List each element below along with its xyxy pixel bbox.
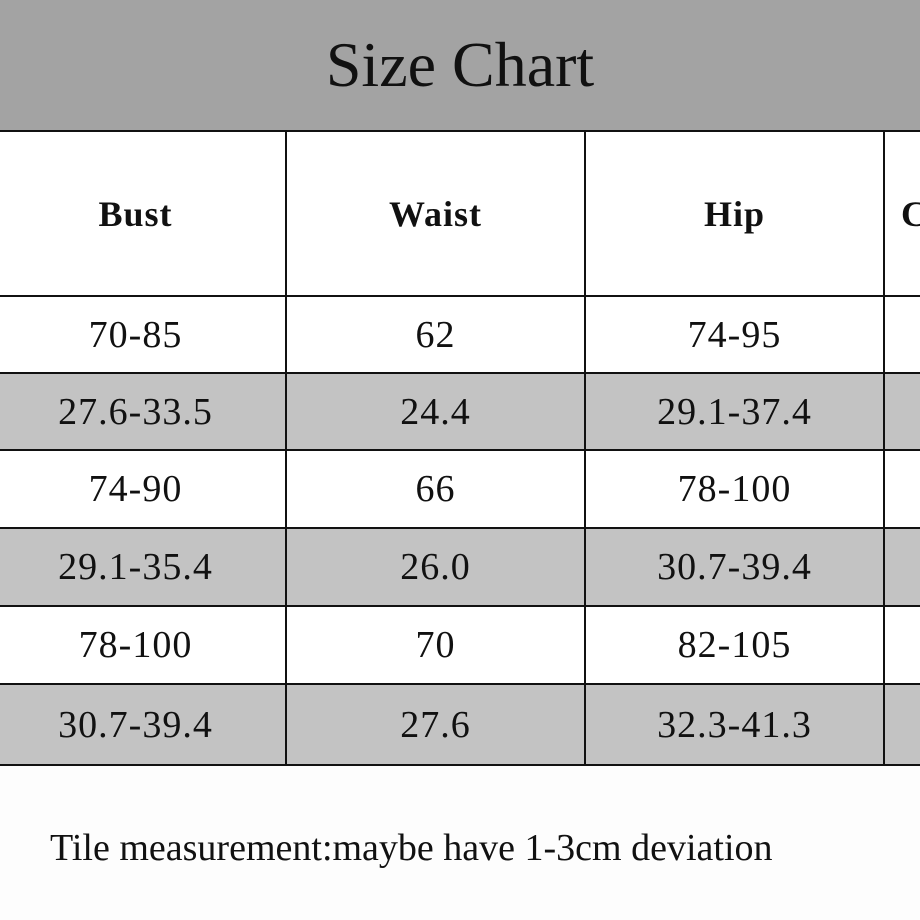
- table-cell: 78-100: [584, 449, 885, 529]
- table-cell: [883, 605, 920, 685]
- table-cell: 32.3-41.3: [584, 683, 885, 766]
- size-table: Bust Waist Hip C 70-85 62 74-95 27.6-33.5 24.4 29…: [0, 130, 920, 766]
- table-cell: 27.6-33.5: [0, 372, 287, 451]
- column-header: C: [883, 130, 920, 297]
- table-cell: 30.7-39.4: [0, 683, 287, 766]
- table-cell: 30.7-39.4: [584, 527, 885, 607]
- table-cell: 66: [285, 449, 586, 529]
- table-cell: 70-85: [0, 295, 287, 374]
- table-cell: [883, 683, 920, 766]
- table-cell: 78-100: [0, 605, 287, 685]
- table-cell: 74-90: [0, 449, 287, 529]
- table-cell: 26.0: [285, 527, 586, 607]
- table-cell: 70: [285, 605, 586, 685]
- title-band: Size Chart: [0, 0, 920, 130]
- table-cell: [883, 449, 920, 529]
- table-cell: [883, 527, 920, 607]
- table-cell: 27.6: [285, 683, 586, 766]
- table-cell: 29.1-37.4: [584, 372, 885, 451]
- table-cell: 82-105: [584, 605, 885, 685]
- table-cell: [883, 295, 920, 374]
- column-header: Waist: [285, 130, 586, 297]
- table-cell: [883, 372, 920, 451]
- footer-note: Tile measurement:maybe have 1-3cm deviat…: [50, 827, 773, 869]
- title: Size Chart: [325, 29, 595, 100]
- table-cell: 74-95: [584, 295, 885, 374]
- table-cell: 29.1-35.4: [0, 527, 287, 607]
- column-header: Bust: [0, 130, 287, 297]
- column-header: Hip: [584, 130, 885, 297]
- table-cell: 62: [285, 295, 586, 374]
- table-cell: 24.4: [285, 372, 586, 451]
